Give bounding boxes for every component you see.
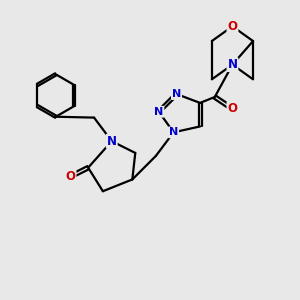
Text: O: O bbox=[227, 20, 237, 33]
Text: N: N bbox=[172, 89, 181, 99]
Text: N: N bbox=[169, 127, 178, 137]
Text: N: N bbox=[227, 58, 237, 71]
Text: O: O bbox=[65, 170, 76, 183]
Text: N: N bbox=[154, 107, 164, 117]
Text: N: N bbox=[107, 135, 117, 148]
Text: O: O bbox=[227, 102, 237, 115]
